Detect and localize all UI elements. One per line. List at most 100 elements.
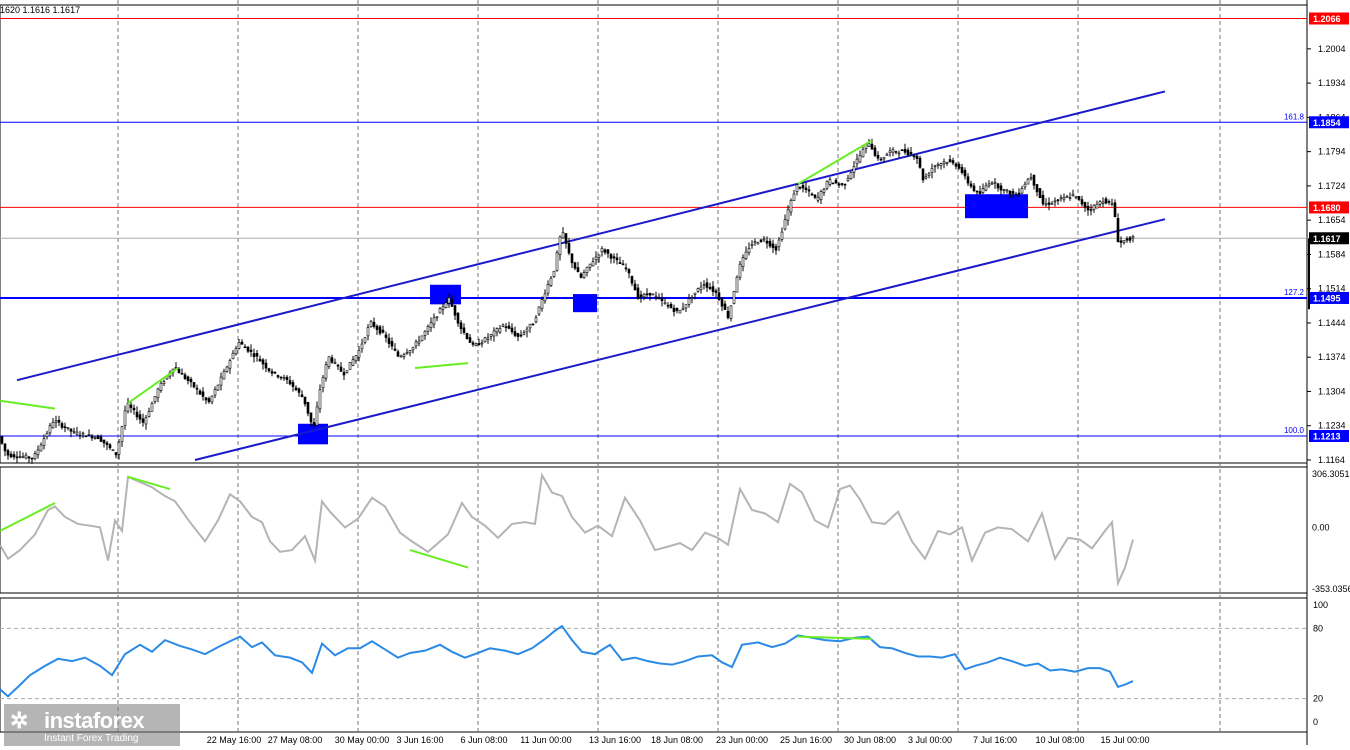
candle-body xyxy=(618,262,622,264)
candle-body xyxy=(447,297,451,304)
candle-body xyxy=(750,243,754,246)
candle-body xyxy=(417,340,421,344)
candle-body xyxy=(858,154,862,163)
candle-body xyxy=(633,283,637,291)
candle-body xyxy=(579,273,583,278)
candle-body xyxy=(723,303,727,310)
candle-body xyxy=(1104,198,1108,204)
candle-body xyxy=(1044,203,1048,206)
candle-body xyxy=(381,329,385,333)
candle-body xyxy=(987,183,991,187)
candle-body xyxy=(213,389,217,396)
candle-body xyxy=(897,152,901,155)
candle-body xyxy=(969,183,973,187)
candle-body xyxy=(456,312,460,324)
candle-body xyxy=(222,371,226,380)
candle-body xyxy=(771,243,775,248)
candle-body xyxy=(1101,201,1105,204)
candle-body xyxy=(288,380,292,385)
candle-body xyxy=(189,378,193,383)
candle-body xyxy=(903,148,907,153)
candle-body xyxy=(894,151,898,153)
candle-body xyxy=(1026,178,1030,185)
candle-body xyxy=(66,427,70,429)
cci-tick-label: 0.00 xyxy=(1312,522,1330,532)
y-tick-label: 1.1514 xyxy=(1318,284,1346,294)
candle-body xyxy=(783,219,787,230)
candle-body xyxy=(444,302,448,308)
candle-body xyxy=(150,402,154,412)
rsi-tick-label: 80 xyxy=(1313,623,1323,633)
candle-body xyxy=(57,419,61,423)
rsi-tick-label: 100 xyxy=(1313,600,1328,610)
candle-body xyxy=(156,388,160,399)
candle-body xyxy=(351,359,355,366)
candle-body xyxy=(804,187,808,191)
x-axis-label: 30 May 00:00 xyxy=(335,735,390,745)
candle-body xyxy=(258,358,262,362)
candle-body xyxy=(693,292,697,295)
candle-body xyxy=(147,411,151,417)
candle-body xyxy=(237,342,241,349)
candle-body xyxy=(480,342,484,345)
candle-body xyxy=(981,188,985,193)
candle-body xyxy=(534,317,538,323)
candle-body xyxy=(102,439,106,444)
x-axis-label: 3 Jun 16:00 xyxy=(396,735,443,745)
candle-body xyxy=(363,337,367,343)
candle-body xyxy=(438,308,442,314)
candle-body xyxy=(819,191,823,200)
candle-body xyxy=(216,384,220,391)
candle-body xyxy=(279,376,283,379)
candle-body xyxy=(291,382,295,387)
divergence-line xyxy=(0,399,56,410)
candle-body xyxy=(1092,204,1096,210)
candle-body xyxy=(564,233,568,244)
fib-label: 161.8 xyxy=(1284,112,1305,121)
instaforex-logo-icon: ✲ xyxy=(10,708,29,733)
candle-body xyxy=(849,172,853,179)
y-tick-label: 1.1724 xyxy=(1318,181,1346,191)
candle-body xyxy=(0,435,4,444)
candle-body xyxy=(729,305,733,319)
candle-body xyxy=(825,181,829,189)
candle-body xyxy=(261,359,265,365)
y-tick-label: 1.1304 xyxy=(1318,386,1346,396)
candle-body xyxy=(234,348,238,355)
candle-body xyxy=(660,297,664,302)
candle-body xyxy=(81,432,85,435)
candle-body xyxy=(1095,203,1099,209)
candle-body xyxy=(699,286,703,290)
candle-body xyxy=(873,147,877,156)
candle-body xyxy=(177,369,181,374)
candle-body xyxy=(366,327,370,337)
candle-body xyxy=(993,181,997,184)
candle-body xyxy=(27,456,31,459)
candle-body xyxy=(912,155,916,158)
candle-body xyxy=(831,182,835,185)
candle-body xyxy=(354,355,358,362)
level-badge-label: 1.2066 xyxy=(1313,14,1341,24)
candle-body xyxy=(774,246,778,251)
candle-body xyxy=(876,154,880,159)
candle-body xyxy=(522,332,526,335)
candle-body xyxy=(960,167,964,173)
candle-body xyxy=(93,437,97,439)
candle-body xyxy=(87,434,91,436)
candle-body xyxy=(441,306,445,310)
candle-body xyxy=(1029,177,1033,180)
x-axis-label: 30 Jun 08:00 xyxy=(844,735,896,745)
candle-body xyxy=(1011,191,1015,194)
candle-body xyxy=(348,362,352,370)
candle-body xyxy=(24,454,28,459)
candle-body xyxy=(408,350,412,354)
candle-body xyxy=(1017,192,1021,195)
candle-body xyxy=(1023,183,1027,188)
candle-body xyxy=(330,357,334,363)
candle-body xyxy=(732,291,736,304)
candle-body xyxy=(801,184,805,189)
candle-body xyxy=(390,341,394,347)
candle-body xyxy=(570,253,574,264)
candle-body xyxy=(468,337,472,343)
candle-body xyxy=(867,143,871,147)
